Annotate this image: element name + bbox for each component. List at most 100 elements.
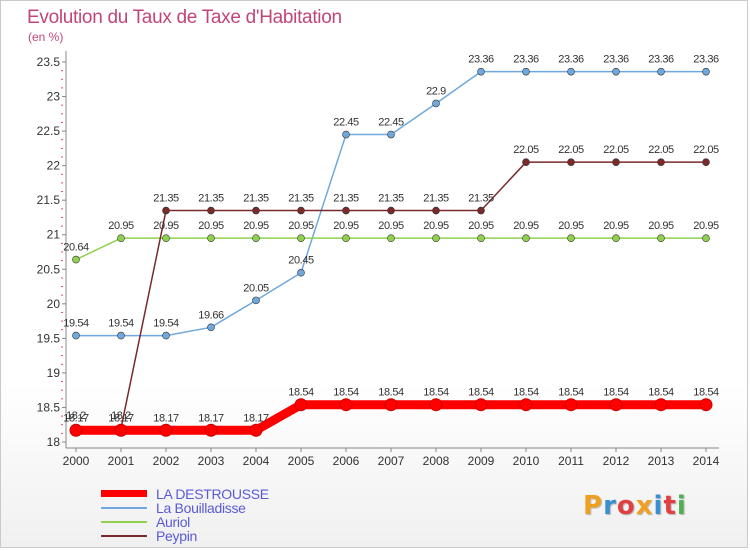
data-point [567, 234, 575, 242]
data-point [159, 423, 173, 437]
data-label: 20.95 [288, 220, 314, 232]
y-tick-label: 23 [47, 90, 61, 104]
data-point [117, 234, 125, 242]
data-point [207, 234, 215, 242]
data-point [432, 206, 440, 215]
data-point [477, 67, 485, 76]
x-tick-label: 2013 [648, 454, 675, 468]
data-point [384, 398, 398, 412]
data-label: 20.95 [333, 220, 359, 232]
data-label: 19.54 [63, 318, 89, 330]
data-point [72, 331, 80, 340]
data-label: 22.05 [558, 144, 584, 156]
data-point [702, 67, 710, 76]
data-point [519, 398, 533, 412]
data-label: 21.35 [243, 193, 269, 205]
data-label: 18.17 [153, 412, 179, 424]
data-point [207, 206, 215, 215]
data-label: 18.17 [198, 412, 224, 424]
data-label: 22.9 [426, 85, 446, 97]
chart-legend: LA DESTROUSSE La Bouilladisse Auriol Pey… [101, 486, 361, 544]
data-label: 20.95 [153, 220, 179, 232]
x-tick-label: 2005 [288, 454, 315, 468]
data-point [162, 331, 170, 340]
data-label: 20.95 [243, 220, 269, 232]
x-tick-label: 2006 [333, 454, 360, 468]
data-label: 18.54 [288, 387, 314, 399]
legend-item-la-destrousse: LA DESTROUSSE [101, 486, 361, 502]
data-label: 20.95 [108, 220, 134, 232]
data-point [657, 67, 665, 76]
data-point [432, 99, 440, 108]
data-label: 22.45 [378, 117, 404, 129]
data-label: 23.36 [468, 54, 494, 66]
data-point [699, 398, 713, 412]
legend-label-auriol: Auriol [156, 514, 190, 530]
data-label: 20.95 [423, 220, 449, 232]
data-point [69, 423, 83, 437]
data-point [657, 158, 665, 166]
data-label: 20.95 [693, 220, 719, 232]
logo-letter: P [583, 491, 604, 521]
data-point [72, 255, 80, 264]
data-label: 20.95 [378, 220, 404, 232]
data-point [564, 398, 578, 412]
data-point [252, 206, 260, 215]
x-tick-label: 2003 [198, 454, 225, 468]
data-label: 21.35 [333, 193, 359, 205]
data-point [387, 234, 395, 242]
data-label: 22.05 [648, 144, 674, 156]
x-tick-label: 2009 [468, 454, 495, 468]
data-point [567, 158, 575, 166]
data-label: 23.36 [648, 54, 674, 66]
y-tick-label: 20.5 [37, 262, 61, 276]
data-label: 18.54 [603, 387, 629, 399]
data-point [522, 67, 530, 76]
chart-title: Evolution du Taux de Taxe d'Habitation [27, 7, 342, 28]
x-tick-label: 2000 [63, 454, 90, 468]
data-label: 23.36 [513, 54, 539, 66]
data-point [702, 158, 710, 166]
data-label: 21.35 [153, 193, 179, 205]
data-point [612, 234, 620, 242]
data-label: 21.35 [198, 193, 224, 205]
y-tick-label: 21.5 [37, 193, 61, 207]
data-point [297, 268, 305, 277]
data-label: 22.05 [693, 144, 719, 156]
legend-label-la-destrousse: LA DESTROUSSE [156, 486, 269, 502]
data-label: 20.05 [243, 282, 269, 294]
data-label: 20.95 [513, 220, 539, 232]
data-label: 18.54 [423, 387, 449, 399]
chart-unit: (en %) [28, 30, 64, 44]
data-point [612, 67, 620, 76]
logo-letter: i [676, 491, 687, 521]
data-point [657, 234, 665, 242]
x-tick-label: 2011 [558, 454, 584, 468]
data-point [297, 234, 305, 242]
data-label: 21.35 [288, 193, 314, 205]
data-point [339, 398, 353, 412]
legend-swatch-la-bouilladisse [101, 507, 147, 509]
y-tick-label: 22.5 [37, 124, 61, 138]
data-label: 20.45 [288, 255, 314, 267]
data-point [297, 206, 305, 215]
data-label: 19.54 [108, 318, 134, 330]
data-label: 18.2 [66, 410, 86, 422]
y-tick-label: 23.5 [37, 55, 61, 69]
proxiti-logo: Proxiti [583, 491, 687, 521]
y-tick-label: 18 [47, 435, 61, 449]
data-point [387, 130, 395, 139]
data-point [474, 398, 488, 412]
x-tick-label: 2008 [423, 454, 450, 468]
data-point [432, 234, 440, 242]
data-label: 20.64 [63, 242, 89, 254]
data-label: 19.66 [198, 309, 224, 321]
data-label: 18.17 [63, 412, 89, 424]
x-tick-label: 2012 [603, 454, 630, 468]
legend-swatch-auriol [101, 521, 147, 523]
data-label: 21.35 [378, 193, 404, 205]
data-label: 22.05 [603, 144, 629, 156]
data-point [117, 331, 125, 340]
